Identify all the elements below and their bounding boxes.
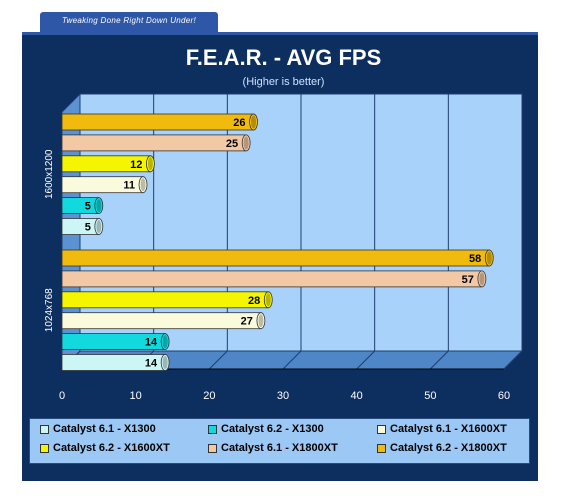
bar	[61, 197, 100, 215]
bar	[61, 134, 247, 152]
data-label: 26	[233, 117, 245, 129]
data-label: 14	[145, 358, 158, 370]
data-label: 27	[241, 316, 253, 328]
bar-cap	[94, 218, 104, 235]
bar-cap	[263, 291, 273, 309]
legend-label: Catalyst 6.2 - X1800XT	[390, 442, 507, 454]
legend-label: Catalyst 6.1 - X1600XT	[390, 423, 507, 435]
site-tagline-tab: Tweaking Done Right Down Under!	[40, 12, 218, 32]
bar-cap-shade	[96, 199, 102, 213]
bar-cap-shade	[251, 115, 257, 129]
bar-cap	[160, 333, 170, 351]
legend-label: Catalyst 6.2 - X1600XT	[53, 442, 170, 454]
bar	[61, 270, 483, 288]
chart-legend: Catalyst 6.1 - X1300 Catalyst 6.2 - X1300…	[29, 418, 530, 464]
legend-item: Catalyst 6.1 - X1800XT	[208, 442, 338, 454]
bar	[61, 218, 100, 235]
bar	[61, 312, 262, 330]
bar	[61, 113, 254, 131]
data-label: 14	[145, 337, 158, 349]
floor-gridline	[356, 350, 376, 370]
legend-label: Catalyst 6.2 - X1300	[221, 423, 324, 435]
bar-cap-shade	[96, 220, 102, 233]
legend-swatch	[40, 443, 49, 453]
legend-item: Catalyst 6.2 - X1800XT	[377, 442, 507, 454]
bar-cap-shade	[479, 272, 485, 286]
floor-gridline	[429, 350, 449, 370]
legend-item: Catalyst 6.1 - X1600XT	[377, 423, 507, 435]
bar-cap	[145, 155, 155, 173]
x-tick-label: 20	[203, 390, 215, 402]
legend-item: Catalyst 6.1 - X1300	[40, 423, 156, 435]
bar	[61, 249, 490, 267]
site-tagline: Tweaking Done Right Down Under!	[61, 16, 197, 25]
data-label: 11	[123, 180, 135, 192]
legend-item: Catalyst 6.2 - X1300	[208, 423, 324, 435]
bar-cap-shade	[162, 356, 168, 369]
bar-cap	[256, 312, 266, 330]
data-label: 5	[85, 222, 91, 234]
bar-cap-shade	[258, 314, 264, 328]
bar-cap	[94, 197, 104, 215]
chart-subtitle: (Higher is better)	[242, 76, 325, 88]
chart-title: F.E.A.R. - AVG FPS	[185, 45, 382, 70]
x-tick-label: 50	[424, 390, 436, 402]
x-tick-label: 30	[277, 390, 289, 402]
data-label: 58	[469, 253, 481, 265]
legend-swatch	[208, 424, 217, 434]
x-tick-label: 0	[59, 390, 65, 402]
legend-label: Catalyst 6.1 - X1300	[53, 423, 156, 435]
bar-cap	[484, 249, 494, 267]
data-label: 57	[462, 274, 474, 286]
legend-swatch	[208, 443, 217, 453]
bar-cap-shade	[140, 178, 146, 192]
bar	[61, 291, 269, 309]
floor-gridline	[208, 350, 228, 370]
bar-cap-shade	[486, 251, 492, 265]
data-label: 5	[85, 201, 91, 213]
legend-label: Catalyst 6.1 - X1800XT	[221, 442, 338, 454]
data-label: 28	[248, 295, 260, 307]
category-label: 1024x768	[44, 288, 55, 332]
data-label: 25	[226, 138, 238, 150]
x-tick-label: 60	[498, 390, 510, 402]
bar-cap	[138, 176, 148, 194]
legend-item: Catalyst 6.2 - X1600XT	[40, 442, 170, 454]
bar-cap	[241, 134, 251, 152]
category-label: 1600x1200	[44, 149, 55, 199]
legend-swatch	[377, 424, 386, 434]
bar-cap-shade	[162, 335, 168, 349]
bar-cap-shade	[265, 293, 271, 307]
legend-swatch	[40, 424, 49, 434]
x-tick-label: 10	[130, 390, 142, 402]
bar-cap	[249, 113, 258, 131]
floor-gridline	[503, 350, 523, 370]
bar-cap-shade	[243, 136, 249, 150]
floor-gridline	[282, 350, 302, 370]
bar-cap-shade	[147, 157, 153, 171]
data-label: 12	[130, 159, 142, 171]
legend-swatch	[377, 443, 386, 453]
bar-cap	[160, 354, 170, 371]
x-tick-label: 40	[351, 390, 363, 402]
bar-cap	[477, 270, 487, 288]
